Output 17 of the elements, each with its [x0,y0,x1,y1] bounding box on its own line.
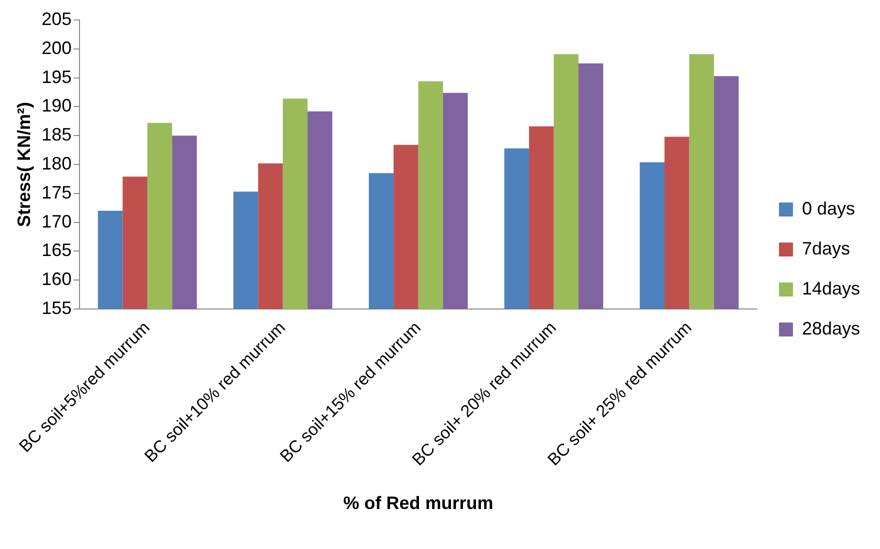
y-tick-label: 180 [42,153,72,174]
legend-label: 28days [802,318,860,338]
y-tick-label: 200 [42,38,72,58]
y-tick-label: 190 [42,96,72,116]
y-tick-label: 155 [42,298,72,318]
legend-label: 0 days [802,198,856,218]
y-tick-label: 160 [42,269,72,290]
x-axis-title: % of Red murrum [343,493,494,514]
y-tick-label: 165 [42,240,72,260]
y-axis-title: Stress( KN/m²) [14,102,34,228]
legend-label: 7days [802,238,850,258]
y-tick-label: 170 [42,211,72,232]
y-tick-label: 185 [42,124,72,145]
y-tick-label: 205 [42,8,72,29]
y-tick-label: 175 [42,182,72,202]
legend-label: 14days [802,278,860,298]
y-tick-label: 195 [42,66,72,87]
